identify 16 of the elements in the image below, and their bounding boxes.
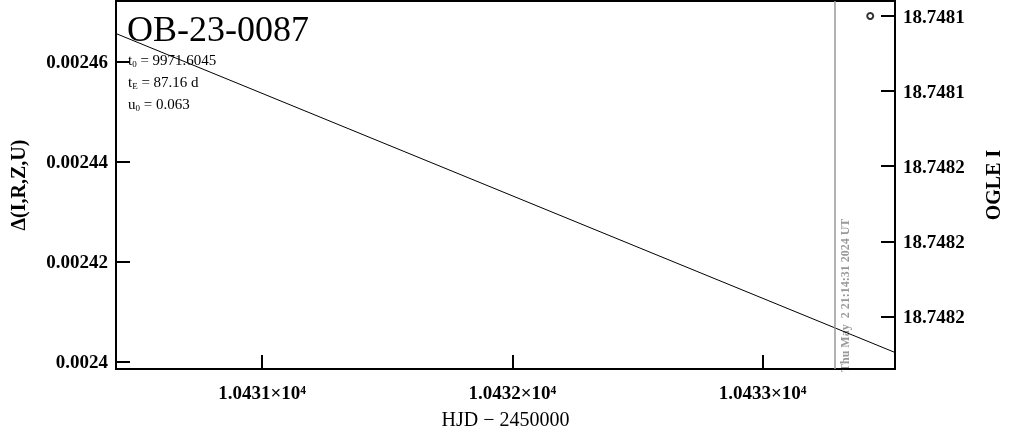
x-tick-label: 1.0431×10⁴ (218, 382, 307, 403)
chart-title: OB-23-0087 (127, 9, 309, 49)
y2-axis-title: OGLE I (982, 149, 1004, 221)
x-axis-title: HJD − 2450000 (441, 408, 570, 430)
y-tick-label: 0.0024 (55, 351, 109, 373)
y-tick-label: 0.00244 (46, 151, 109, 173)
y2-tick-label: 18.7482 (903, 305, 965, 327)
y-axis-title: Δ(I,R,Z,U) (7, 139, 30, 231)
y-tick-label: 0.00246 (46, 51, 108, 73)
y-tick-label: 0.00242 (46, 251, 108, 273)
x-tick-label: 1.0432×10⁴ (468, 382, 557, 403)
y2-tick-label: 18.7481 (903, 5, 965, 27)
y2-tick-label: 18.7481 (903, 80, 965, 102)
y2-tick-label: 18.7482 (903, 155, 965, 177)
y2-tick-label: 18.7482 (903, 230, 965, 252)
x-tick-label: 1.0433×10⁴ (718, 382, 807, 403)
